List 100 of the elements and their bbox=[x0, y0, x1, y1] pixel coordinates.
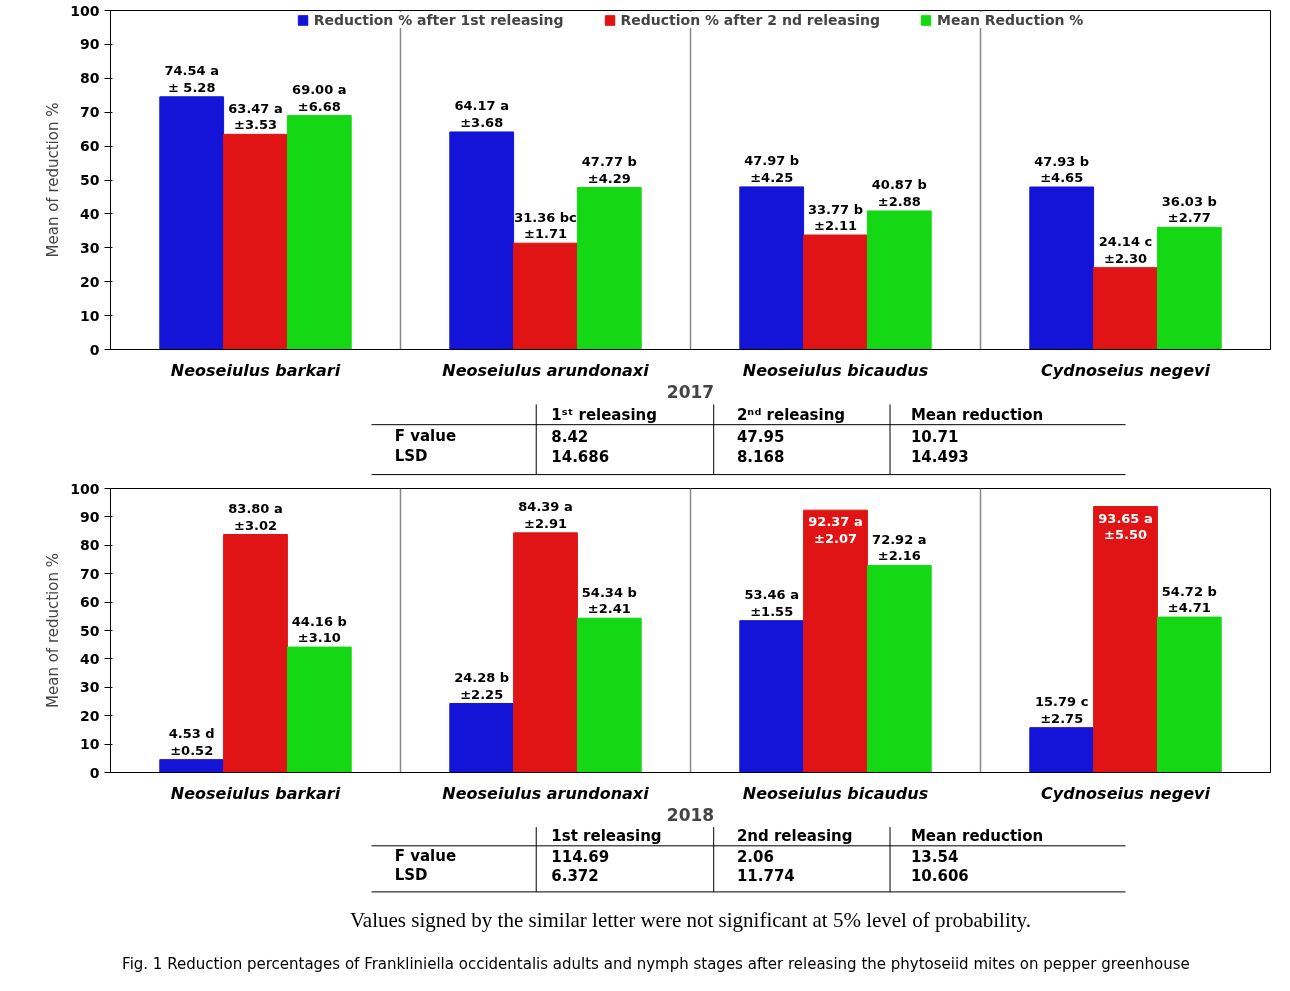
bar bbox=[803, 234, 868, 350]
data-label: 69.00 a ±6.68 bbox=[292, 82, 347, 114]
legend-label: Reduction % after 2 nd releasing bbox=[620, 12, 881, 28]
text: 2nd releasing bbox=[736, 827, 853, 846]
text: 2ⁿᵈ releasing bbox=[736, 405, 846, 424]
bar bbox=[803, 509, 868, 773]
text: 114.69 bbox=[551, 847, 610, 866]
text: 2.06 bbox=[736, 847, 774, 866]
data-label: 93.65 a ±5.50 bbox=[1098, 510, 1153, 543]
bar bbox=[159, 96, 225, 350]
bar bbox=[576, 187, 642, 350]
bar bbox=[1029, 727, 1095, 773]
data-label: 40.87 b ±2.88 bbox=[871, 177, 927, 209]
x-tick-label: Neoseiulus bicaudus bbox=[742, 360, 929, 380]
data-label: 44.16 b ±3.10 bbox=[291, 613, 347, 646]
data-label: 63.47 a ±3.53 bbox=[228, 100, 283, 133]
y-tick-label: 30 bbox=[80, 679, 100, 696]
bar bbox=[449, 703, 515, 773]
bar bbox=[513, 242, 578, 350]
text: 47.95 bbox=[736, 427, 785, 446]
text: 8.168 bbox=[736, 447, 785, 466]
x-tick-label: Neoseiulus bicaudus bbox=[742, 783, 929, 803]
data-label: 47.93 b ±4.65 bbox=[1034, 153, 1090, 186]
y-tick-label: 50 bbox=[80, 622, 100, 639]
bar bbox=[223, 534, 288, 773]
y-tick-label: 50 bbox=[80, 172, 100, 188]
data-label: 47.97 b ±4.25 bbox=[744, 153, 800, 185]
text: 10.606 bbox=[910, 866, 969, 885]
bar bbox=[866, 210, 932, 350]
data-label: 74.54 a ± 5.28 bbox=[164, 63, 219, 95]
text: 11.774 bbox=[736, 866, 795, 885]
legend-label: Mean Reduction % bbox=[937, 12, 1084, 28]
y-tick-label: 80 bbox=[80, 537, 100, 554]
y-axis-title: Mean of reduction % bbox=[44, 102, 63, 258]
y-tick-label: 70 bbox=[80, 565, 100, 582]
y-tick-label: 100 bbox=[70, 480, 100, 497]
x-tick-label: Cydnoseius negevi bbox=[1041, 360, 1211, 380]
y-tick-label: 0 bbox=[89, 341, 100, 358]
data-label: 33.77 b ±2.11 bbox=[808, 201, 863, 234]
x-tick-label: Cydnoseius negevi bbox=[1041, 783, 1211, 803]
text: 14.686 bbox=[551, 447, 610, 466]
y-tick-label: 60 bbox=[80, 594, 100, 611]
text: 14.493 bbox=[910, 447, 969, 466]
text: 10.71 bbox=[910, 427, 959, 446]
y-tick-label: 0 bbox=[89, 764, 100, 781]
text: 6.372 bbox=[551, 866, 599, 885]
bar bbox=[739, 620, 805, 773]
bar bbox=[1093, 506, 1158, 773]
bar bbox=[286, 115, 352, 350]
data-label: 54.72 b ±4.71 bbox=[1161, 583, 1217, 616]
text: F value bbox=[394, 426, 457, 445]
y-tick-label: 40 bbox=[80, 650, 100, 667]
text: 1ˢᵗ releasing bbox=[551, 405, 657, 424]
bar bbox=[159, 759, 225, 773]
y-tick-label: 100 bbox=[70, 2, 100, 19]
y-tick-label: 10 bbox=[80, 736, 100, 753]
text: 1st releasing bbox=[551, 827, 662, 846]
y-axis-title: Mean of reduction % bbox=[44, 553, 63, 708]
data-label: 4.53 d ±0.52 bbox=[168, 726, 215, 758]
y-tick-label: 10 bbox=[80, 307, 100, 324]
caption: Fig. 1 Reduction percentages of Frankliniella occidentalis adults and nymph stages after releasing the phytoseiid mites on pepper greenhouse bbox=[122, 955, 1190, 974]
x-tick-label: Neoseiulus arundonaxi bbox=[442, 783, 650, 803]
data-label: 54.34 b ±2.41 bbox=[581, 584, 637, 617]
data-label: 72.92 a ±2.16 bbox=[872, 531, 927, 564]
y-tick-label: 20 bbox=[80, 273, 100, 290]
x-tick-label: Neoseiulus arundonaxi bbox=[442, 360, 650, 380]
y-tick-label: 90 bbox=[80, 36, 100, 53]
bar bbox=[576, 617, 642, 773]
data-label: 24.14 c ±2.30 bbox=[1098, 234, 1153, 266]
y-tick-label: 30 bbox=[80, 239, 100, 256]
data-label: 36.03 b ±2.77 bbox=[1161, 193, 1217, 226]
data-label: 53.46 a ±1.55 bbox=[744, 587, 799, 619]
text: 13.54 bbox=[910, 847, 959, 866]
bar bbox=[739, 186, 805, 350]
data-label: 92.37 a ±2.07 bbox=[808, 514, 863, 546]
x-tick-label: Neoseiulus barkari bbox=[170, 360, 341, 380]
bar bbox=[1156, 226, 1222, 350]
bar bbox=[1093, 267, 1158, 350]
data-label: 47.77 b ±4.29 bbox=[581, 154, 637, 186]
data-label: 24.28 b ±2.25 bbox=[454, 670, 510, 702]
text: 8.42 bbox=[551, 427, 589, 446]
data-label: 31.36 bc ±1.71 bbox=[514, 209, 577, 242]
bar bbox=[1156, 616, 1222, 773]
x-axis-title: 2017 bbox=[666, 381, 715, 402]
text: F value bbox=[394, 846, 457, 865]
bar bbox=[223, 133, 288, 350]
text: LSD bbox=[394, 865, 428, 884]
bar bbox=[513, 532, 578, 773]
x-axis-title: 2018 bbox=[666, 804, 715, 825]
text: Mean reduction bbox=[910, 405, 1044, 424]
x-tick-label: Neoseiulus barkari bbox=[170, 783, 341, 803]
data-label: 64.17 a ±3.68 bbox=[454, 98, 509, 130]
y-tick-label: 80 bbox=[80, 70, 100, 87]
legend-label: Reduction % after 1st releasing bbox=[313, 12, 564, 28]
y-tick-label: 60 bbox=[80, 138, 100, 155]
data-label: 83.80 a ±3.02 bbox=[228, 501, 283, 533]
bar bbox=[866, 564, 932, 773]
bar bbox=[1029, 186, 1095, 350]
y-tick-label: 70 bbox=[80, 104, 100, 121]
y-tick-label: 20 bbox=[80, 707, 100, 724]
